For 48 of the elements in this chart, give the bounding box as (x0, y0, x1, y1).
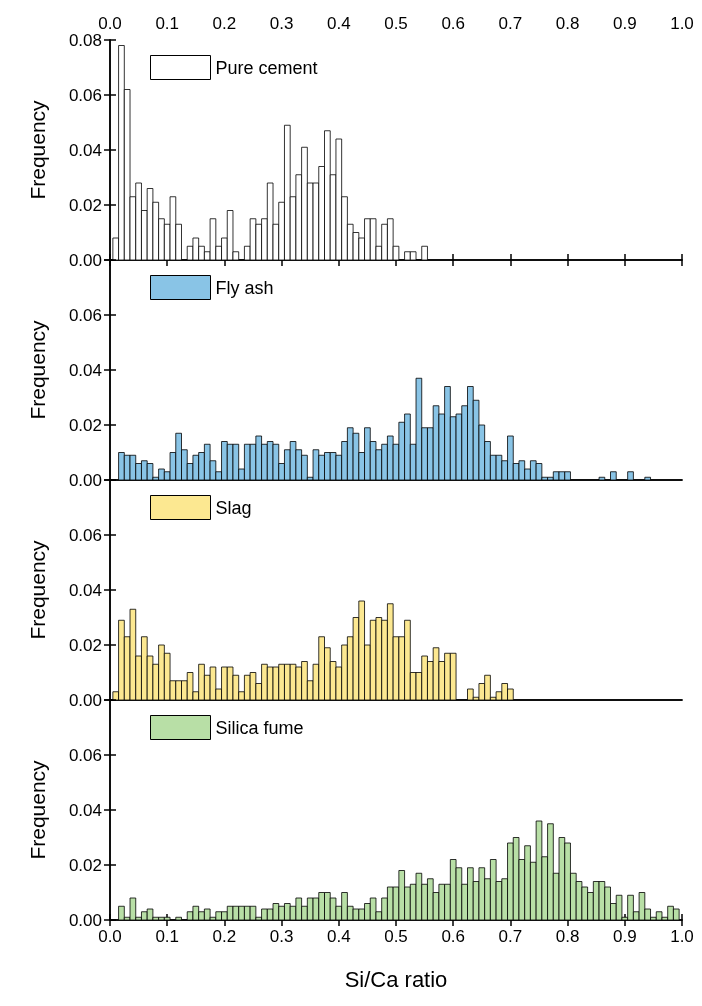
x-axis-title: Si/Ca ratio (344, 966, 448, 992)
y-tick-label: 0.02 (68, 195, 102, 215)
y-tick-label: 0.06 (68, 85, 102, 105)
y-tick-label: 0.00 (68, 470, 102, 490)
y-tick-label: 0.00 (68, 910, 102, 930)
x-tick-label: 0.0 (98, 927, 122, 946)
y-tick-label: 0.04 (68, 580, 102, 600)
x-tick-label: 0.7 (498, 927, 523, 946)
x2-tick-label: 0.0 (98, 14, 122, 33)
x2-tick-label: 1.0 (670, 14, 694, 33)
x-tick-label: 0.3 (269, 927, 294, 946)
x2-tick-label: 0.2 (212, 14, 237, 33)
y-tick-label: 0.00 (68, 690, 102, 710)
y-tick-label: 0.04 (68, 140, 102, 160)
y-tick-label: 0.06 (68, 745, 102, 765)
legend-label: Pure cement (215, 57, 318, 78)
legend-label: Slag (215, 497, 252, 518)
x2-tick-label: 0.3 (269, 14, 294, 33)
x2-tick-label: 0.6 (441, 14, 466, 33)
y-tick-label: 0.04 (68, 800, 102, 820)
y-axis-title: Frequency (26, 99, 49, 200)
x2-tick-label: 0.7 (498, 14, 523, 33)
x2-tick-label: 0.5 (384, 14, 408, 33)
y-tick-label: 0.06 (68, 305, 102, 325)
y-tick-label: 0.06 (68, 525, 102, 545)
y-tick-label: 0.02 (68, 855, 102, 875)
x-tick-label: 0.8 (555, 927, 580, 946)
y-tick-label: 0.00 (68, 250, 102, 270)
y-axis-title: Frequency (26, 759, 49, 860)
y-tick-label: 0.02 (68, 415, 102, 435)
y-axis-title: Frequency (26, 539, 49, 640)
x-tick-label: 0.5 (384, 927, 408, 946)
legend-label: Silica fume (215, 717, 304, 738)
x2-tick-label: 0.4 (326, 14, 351, 33)
y-tick-label: 0.08 (68, 30, 102, 50)
x-tick-label: 0.9 (612, 927, 637, 946)
y-axis-title: Frequency (26, 319, 49, 420)
x2-tick-label: 0.1 (155, 14, 180, 33)
x-tick-label: 0.2 (212, 927, 237, 946)
x-tick-label: 0.4 (326, 927, 351, 946)
y-tick-label: 0.02 (68, 635, 102, 655)
y-tick-label: 0.04 (68, 360, 102, 380)
x2-tick-label: 0.9 (612, 14, 637, 33)
legend-label: Fly ash (215, 277, 274, 298)
x-tick-label: 0.1 (155, 927, 180, 946)
x2-tick-label: 0.8 (555, 14, 580, 33)
x-tick-label: 0.6 (441, 927, 466, 946)
x-tick-label: 1.0 (670, 927, 694, 946)
